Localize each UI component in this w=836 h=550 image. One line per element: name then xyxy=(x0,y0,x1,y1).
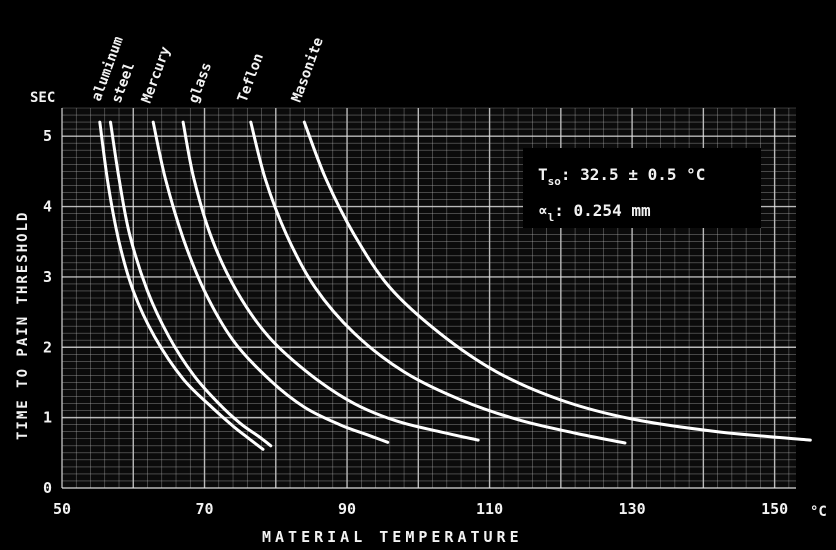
x-tick-label: 50 xyxy=(53,500,71,518)
series-curves xyxy=(98,120,812,451)
y-tick-label: 0 xyxy=(43,479,52,497)
series-curve-glass xyxy=(181,120,480,442)
x-tick-label: 70 xyxy=(195,500,213,518)
x-unit-label: °C xyxy=(810,504,827,520)
y-tick-label: 5 xyxy=(43,127,52,145)
y-tick-label: 4 xyxy=(43,198,52,216)
y-axis-label: TIME TO PAIN THRESHOLD xyxy=(15,211,31,440)
x-tick-label: 130 xyxy=(619,500,646,518)
x-tick-label: 110 xyxy=(476,500,503,518)
series-curve-aluminum xyxy=(98,120,265,451)
y-tick-label: 3 xyxy=(43,268,52,286)
y-unit-label: SEC xyxy=(30,90,55,106)
annotation-line-2: ∝l: 0.254 mm xyxy=(538,201,651,224)
x-axis-label: MATERIAL TEMPERATURE xyxy=(262,528,523,546)
annotation-line-1: Tso: 32.5 ± 0.5 °C xyxy=(538,165,705,188)
series-curve-steel xyxy=(109,120,273,448)
y-tick-label: 2 xyxy=(43,338,52,356)
grid xyxy=(61,107,796,489)
series-curve-teflon xyxy=(249,120,627,445)
x-tick-label: 90 xyxy=(338,500,356,518)
annotation-box: Tso: 32.5 ± 0.5 °C ∝l: 0.254 mm xyxy=(523,148,761,228)
series-curve-masonite xyxy=(302,120,812,442)
annotation-background xyxy=(523,148,761,228)
y-tick-label: 1 xyxy=(43,409,52,427)
x-tick-label: 150 xyxy=(761,500,788,518)
series-curve-mercury xyxy=(151,120,390,444)
axis-ticks: 50 70 90 110 130 150 0 1 2 3 4 5 xyxy=(43,127,788,518)
